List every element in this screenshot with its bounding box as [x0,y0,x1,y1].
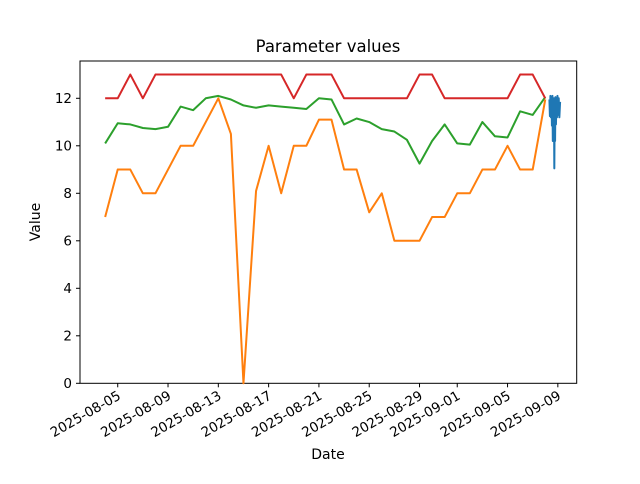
chart-title: Parameter values [256,37,401,56]
plot-border [79,60,578,384]
y-tick-label: 0 [63,376,72,392]
x-axis-label: Date [311,447,344,463]
y-tick-label: 12 [55,91,72,107]
blue-series-line [548,94,562,170]
orange-series-line [104,97,547,385]
y-axis-label: Value [28,203,44,241]
y-tick-label: 10 [55,139,72,155]
plot-area: 2025-08-052025-08-092025-08-132025-08-17… [48,60,578,441]
green-series-line [104,94,547,165]
y-tick-label: 2 [63,329,72,345]
y-tick-label: 4 [63,281,72,297]
red-series-line [105,73,547,100]
y-tick-label: 8 [63,186,72,202]
y-tick-label: 6 [63,234,72,250]
